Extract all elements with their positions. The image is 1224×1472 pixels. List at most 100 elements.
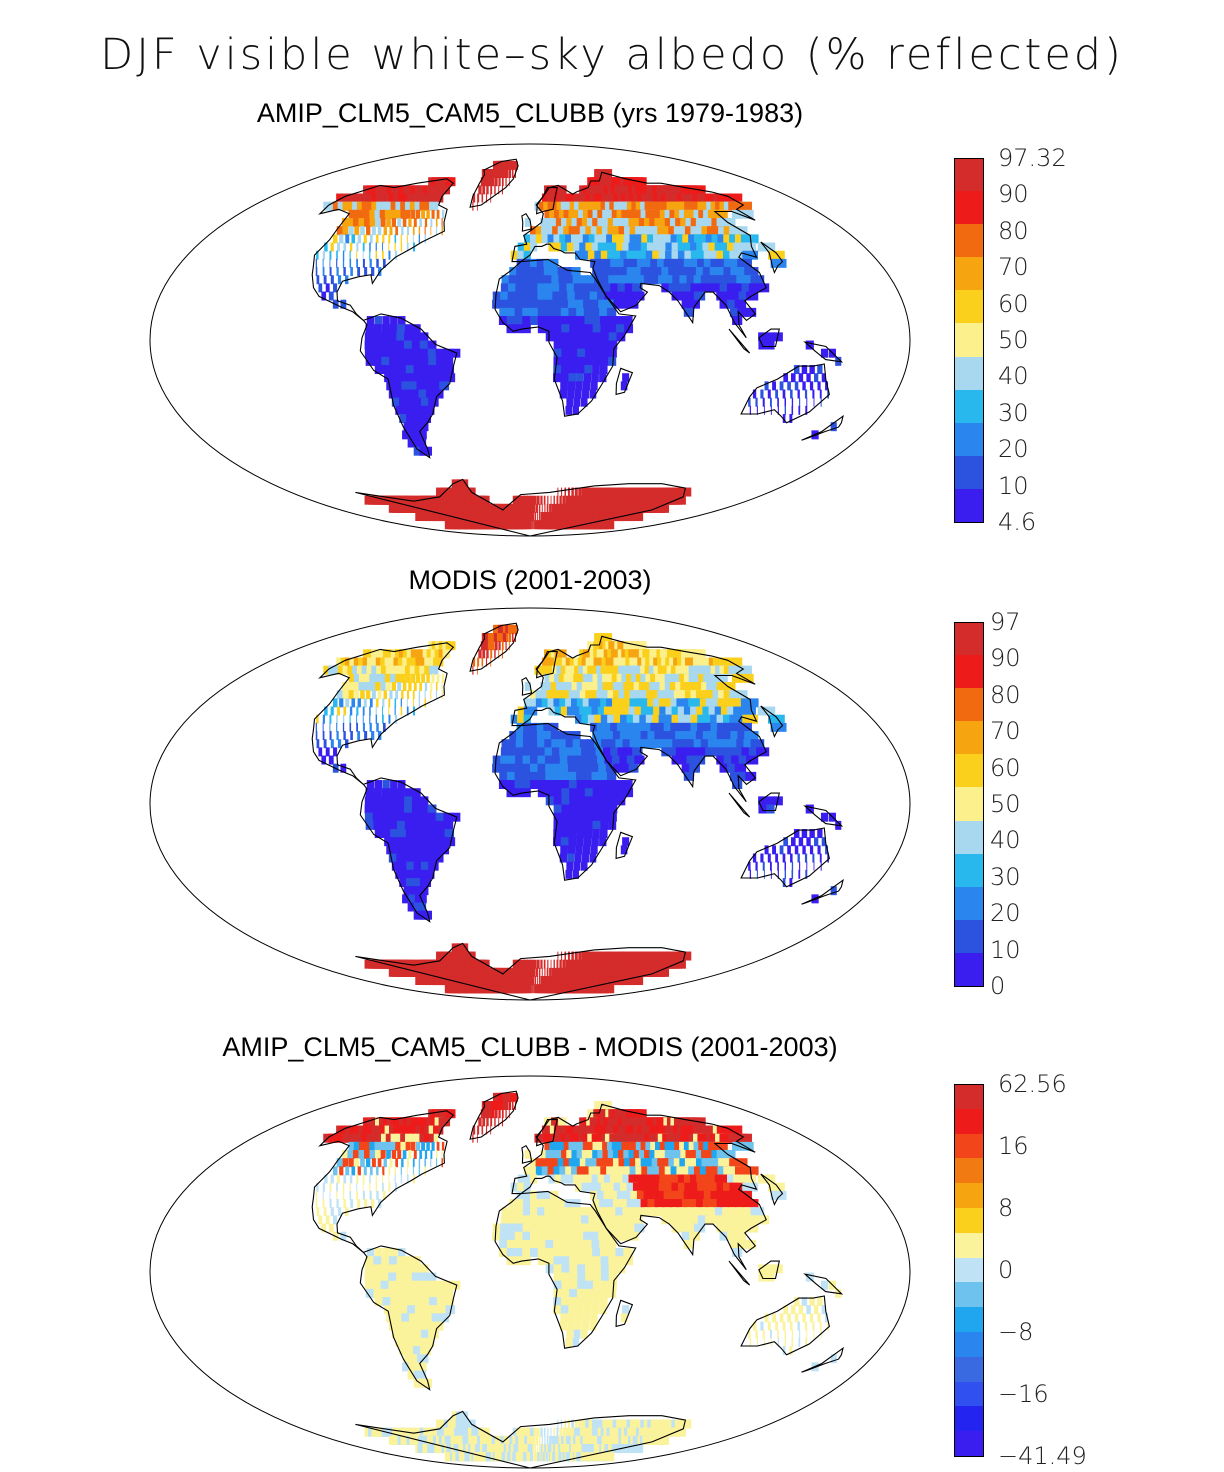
- grid-cell: [382, 1248, 390, 1258]
- grid-cell: [576, 1305, 584, 1315]
- grid-cell: [582, 1313, 591, 1323]
- grid-cell: [444, 1297, 455, 1307]
- grid-cell: [791, 1329, 794, 1339]
- grid-cell: [739, 706, 756, 716]
- grid-cell: [716, 291, 728, 301]
- grid-cell: [333, 1215, 338, 1225]
- grid-cell: [423, 869, 435, 879]
- grid-cell: [674, 1419, 692, 1429]
- grid-cell: [561, 487, 563, 497]
- grid-cell: [514, 1248, 523, 1258]
- grid-cell: [608, 812, 617, 822]
- grid-cell: [406, 861, 418, 871]
- grid-cell: [436, 829, 447, 839]
- grid-cell: [553, 316, 563, 326]
- grid-cell: [672, 739, 684, 749]
- map-boundary: [149, 1075, 911, 1469]
- grid-cell: [516, 1199, 524, 1209]
- grid-cell: [607, 1182, 618, 1192]
- grid-cell: [371, 731, 375, 741]
- grid-cell: [396, 796, 405, 806]
- grid-cell: [620, 763, 631, 773]
- grid-cell: [522, 1231, 531, 1241]
- grid-cell: [389, 1256, 398, 1266]
- grid-cell: [358, 673, 368, 683]
- grid-cell: [634, 1223, 645, 1233]
- grid-cell: [592, 1199, 602, 1209]
- colorbar-label: 4.6: [998, 508, 1037, 536]
- grid-cell: [419, 804, 429, 814]
- grid-cell: [560, 845, 568, 855]
- grid-cell: [429, 1297, 439, 1307]
- grid-cell: [546, 1435, 549, 1445]
- grid-cell: [494, 185, 496, 195]
- grid-cell: [523, 1199, 531, 1209]
- grid-cell: [377, 226, 382, 236]
- grid-cell: [562, 1427, 566, 1437]
- grid-cell: [590, 299, 601, 309]
- grid-cell: [585, 690, 596, 700]
- grid-cell: [580, 861, 588, 871]
- grid-cell: [558, 739, 568, 749]
- grid-cell: [402, 1337, 414, 1347]
- grid-cell: [329, 1199, 332, 1209]
- grid-cell: [399, 373, 410, 383]
- grid-cell: [681, 1231, 693, 1241]
- grid-cell: [545, 1248, 555, 1258]
- grid-cell: [419, 1133, 426, 1143]
- grid-cell: [590, 845, 598, 855]
- grid-cell: [564, 951, 567, 961]
- colorbar-label: 10: [998, 471, 1029, 500]
- grid-cell: [805, 804, 814, 814]
- grid-cell: [723, 731, 738, 741]
- grid-cell: [578, 1419, 582, 1429]
- grid-cell: [567, 389, 575, 399]
- grid-cell: [798, 373, 804, 383]
- grid-cell: [510, 1182, 518, 1192]
- grid-cell: [707, 739, 721, 749]
- grid-cell: [435, 682, 438, 692]
- grid-cell: [535, 690, 543, 700]
- grid-cell: [551, 1435, 555, 1445]
- grid-cell: [623, 258, 635, 268]
- grid-cell: [553, 796, 563, 806]
- grid-cell: [537, 1223, 546, 1233]
- grid-cell: [553, 193, 562, 203]
- grid-cell: [406, 397, 418, 407]
- grid-cell: [384, 1141, 392, 1151]
- grid-cell: [390, 780, 398, 790]
- grid-cell: [523, 242, 531, 252]
- grid-cell: [543, 267, 553, 277]
- grid-cell: [353, 673, 363, 683]
- grid-cell: [390, 316, 398, 326]
- grid-cell: [791, 405, 794, 415]
- grid-cell: [541, 1435, 543, 1445]
- grid-cell: [766, 340, 775, 350]
- grid-cell: [559, 1321, 568, 1331]
- grid-cell: [582, 291, 592, 301]
- grid-cell: [668, 747, 680, 757]
- grid-cell: [592, 1288, 601, 1298]
- grid-cell: [576, 373, 584, 383]
- grid-cell: [553, 234, 562, 244]
- grid-cell: [550, 218, 559, 228]
- coastline-japan: [760, 705, 784, 738]
- grid-cell: [388, 1264, 397, 1274]
- grid-cell: [324, 242, 328, 252]
- grid-cell: [553, 307, 562, 317]
- grid-cell: [516, 722, 524, 732]
- grid-cell: [576, 820, 586, 830]
- grid-cell: [490, 185, 493, 195]
- grid-cell: [437, 1125, 444, 1135]
- grid-cell: [393, 381, 405, 391]
- grid-cell: [337, 1174, 340, 1184]
- grid-cell: [369, 234, 373, 244]
- grid-cell: [546, 967, 549, 977]
- grid-cell: [431, 1141, 435, 1151]
- grid-cell: [530, 763, 539, 773]
- grid-cell: [523, 706, 531, 716]
- grid-cell: [517, 250, 525, 260]
- grid-cell: [663, 1190, 676, 1200]
- grid-cell: [404, 1288, 415, 1298]
- grid-cell: [749, 1337, 752, 1347]
